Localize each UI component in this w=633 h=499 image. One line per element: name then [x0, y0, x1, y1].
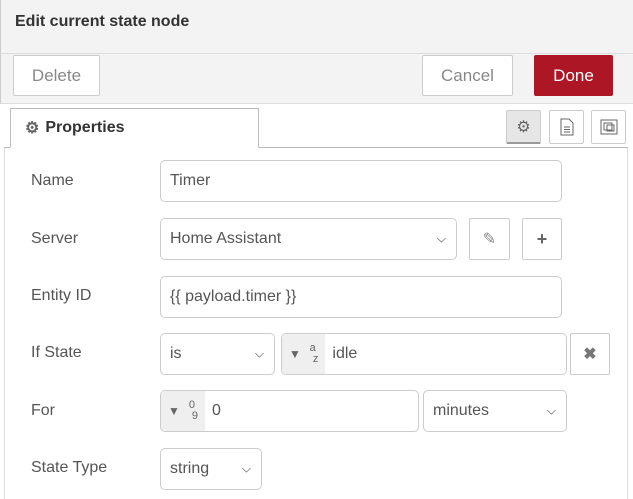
operator-value: is: [170, 345, 182, 362]
edit-server-button[interactable]: ✎: [469, 218, 510, 260]
dialog-toolbar: [0, 54, 633, 104]
chevron-down-icon: ⌵: [546, 403, 556, 418]
gear-icon: ⚙: [516, 118, 531, 136]
entity-id-label: Entity ID: [31, 287, 92, 304]
tab-label: Properties: [45, 119, 125, 136]
for-unit-select[interactable]: minutes ⌵: [423, 390, 567, 432]
cancel-button[interactable]: Cancel: [422, 55, 513, 96]
properties-gear-button[interactable]: ⚙: [506, 110, 541, 144]
if-state-value: idle: [332, 345, 358, 362]
caret-down-icon: ▼: [289, 347, 301, 361]
string-type-icon: a z: [309, 342, 319, 365]
properties-panel: [4, 148, 628, 499]
document-icon: [560, 118, 573, 136]
frame-icon: [600, 119, 617, 135]
chevron-down-icon: ⌵: [241, 461, 251, 476]
state-type-value: string: [170, 460, 210, 477]
server-label: Server: [31, 230, 79, 247]
server-value: Home Assistant: [170, 230, 282, 247]
for-value: 0: [212, 402, 221, 419]
chevron-down-icon: ⌵: [436, 231, 446, 246]
server-select[interactable]: Home Assistant ⌵: [160, 218, 457, 260]
chevron-down-icon: ⌵: [254, 346, 264, 361]
clear-button[interactable]: ✖: [570, 333, 610, 375]
delete-button[interactable]: Delete: [13, 55, 100, 96]
for-typed-input[interactable]: ▼ 0 9 0: [160, 390, 419, 432]
entity-id-input[interactable]: {{ payload.timer }}: [160, 276, 562, 318]
if-state-typed-input[interactable]: ▼ a z idle: [281, 333, 567, 375]
gear-icon: ⚙: [25, 120, 40, 137]
tab-properties[interactable]: ⚙ Properties: [10, 108, 259, 148]
state-type-select[interactable]: string ⌵: [160, 448, 262, 490]
description-button[interactable]: [549, 110, 584, 144]
state-type-label: State Type: [31, 459, 108, 476]
for-label: For: [31, 402, 55, 419]
close-icon: ✖: [583, 346, 597, 363]
done-button[interactable]: Done: [534, 55, 613, 96]
name-input[interactable]: Timer: [160, 160, 562, 202]
dialog-title: Edit current state node: [15, 13, 190, 30]
pencil-icon: ✎: [482, 231, 497, 248]
add-server-button[interactable]: +: [522, 218, 562, 260]
caret-down-icon: ▼: [168, 404, 180, 418]
if-state-operator-select[interactable]: is ⌵: [160, 333, 275, 375]
unit-value: minutes: [433, 402, 490, 419]
appearance-button[interactable]: [591, 110, 626, 144]
plus-icon: +: [536, 228, 548, 249]
number-type-icon: 0 9: [188, 399, 199, 422]
tab-bar: [4, 104, 628, 148]
type-selector[interactable]: ▼ 0 9: [161, 391, 206, 431]
if-state-label: If State: [31, 344, 82, 361]
dialog-header: [0, 0, 633, 54]
type-selector[interactable]: ▼ a z: [282, 334, 326, 374]
name-label: Name: [31, 172, 74, 189]
